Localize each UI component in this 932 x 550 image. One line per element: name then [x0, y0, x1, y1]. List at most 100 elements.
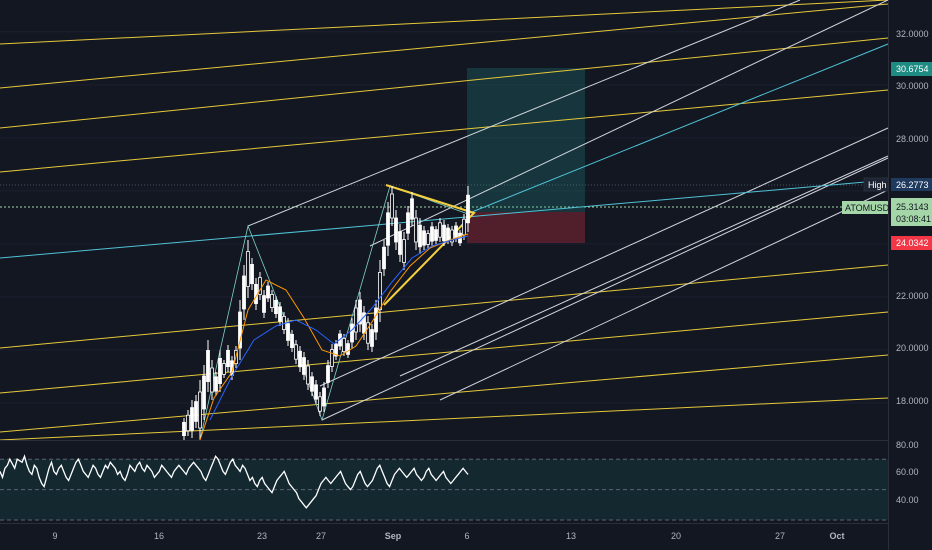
candle-body — [238, 311, 242, 349]
candle-body — [210, 367, 214, 393]
channel-line — [399, 155, 889, 377]
fan-line — [0, 37, 889, 129]
candle-body — [314, 384, 318, 400]
channel-line — [369, 0, 889, 247]
channel-line — [247, 0, 801, 227]
candle-body — [194, 401, 198, 422]
candle-body — [278, 306, 282, 322]
candle-body — [222, 363, 226, 375]
candle-body — [358, 299, 362, 325]
candle-body — [246, 251, 250, 287]
time-tick: 27 — [316, 531, 326, 541]
candle-body — [202, 375, 206, 410]
rsi-tick: 60.00 — [896, 467, 919, 477]
long-position-target-zone — [467, 68, 585, 212]
time-tick: Oct — [829, 531, 844, 541]
channel-line — [439, 189, 889, 401]
fan-line — [0, 3, 889, 89]
candle-body — [182, 421, 186, 436]
candle-body — [374, 307, 378, 333]
candle-body — [198, 391, 202, 429]
time-tick: 9 — [52, 531, 57, 541]
svg-text:High: High — [868, 180, 887, 190]
time-tick: 20 — [671, 531, 681, 541]
moving-average-orange — [199, 233, 469, 441]
candle-body — [378, 271, 382, 310]
fan-line — [0, 397, 889, 441]
last-price-tag: ATOMUSDT 25.3143 03:08:41 — [842, 198, 932, 226]
rsi-line — [0, 454, 469, 509]
candle-body — [442, 224, 446, 242]
fan-line — [0, 264, 889, 349]
price-tick: 32.0000 — [896, 29, 929, 39]
price-tick: 30.0000 — [896, 81, 929, 91]
candle-body — [286, 323, 290, 341]
rsi-pane[interactable] — [0, 441, 888, 523]
candle-body — [186, 414, 190, 432]
candle-body — [382, 246, 386, 270]
high-price-tag: High 26.2773 — [863, 177, 932, 192]
candle-body — [242, 275, 246, 310]
time-tick: 16 — [154, 531, 164, 541]
time-tick: 23 — [257, 531, 267, 541]
candle-body — [398, 231, 402, 255]
time-tick: Sep — [385, 531, 402, 541]
candle-body — [326, 365, 330, 383]
fan-line — [0, 311, 889, 394]
candle-body — [426, 233, 430, 245]
candle-body — [310, 376, 314, 392]
candle-body — [306, 365, 310, 385]
price-axis[interactable]: 32.0000 30.0000 28.0000 22.0000 20.0000 … — [896, 29, 929, 406]
grid-layer — [0, 31, 888, 404]
candle-body — [274, 299, 278, 314]
candle-body — [454, 225, 458, 239]
fan-line — [0, 354, 889, 433]
candle-body — [394, 217, 398, 243]
candle-body — [386, 212, 390, 246]
rsi-axis[interactable]: 80.00 60.00 40.00 — [896, 440, 919, 505]
bar-countdown: 03:08:41 — [896, 214, 931, 224]
candle-body — [354, 307, 358, 333]
svg-text:24.0342: 24.0342 — [896, 238, 929, 248]
candle-body — [418, 224, 422, 248]
candle-body — [190, 407, 194, 431]
time-tick: 27 — [775, 531, 785, 541]
candle-body — [270, 293, 274, 308]
candle-body — [406, 212, 410, 234]
stop-price-tag: 24.0342 — [891, 236, 932, 250]
candle-body — [218, 357, 222, 384]
candle-body — [250, 263, 254, 284]
candle-body — [330, 349, 334, 367]
candle-body — [422, 230, 426, 246]
candle-body — [370, 329, 374, 347]
candle-body — [206, 349, 210, 382]
candle-body — [390, 193, 394, 219]
candle-body — [334, 343, 338, 357]
candle-body — [294, 344, 298, 360]
candle-body — [438, 222, 442, 238]
candle-body — [434, 229, 438, 241]
time-axis[interactable]: 9 16 23 27 Sep 6 13 20 27 Oct — [52, 531, 844, 541]
candle-body — [266, 285, 270, 299]
candle-body — [350, 323, 354, 343]
price-tick: 22.0000 — [896, 291, 929, 301]
candle-body — [342, 337, 346, 352]
fan-line — [0, 0, 889, 45]
rsi-layer — [0, 454, 888, 521]
candles-layer — [182, 186, 470, 441]
trend-line — [466, 43, 889, 215]
candle-body — [450, 229, 454, 243]
candle-body — [402, 239, 406, 263]
moving-average-blue — [209, 235, 469, 421]
svg-text:30.6754: 30.6754 — [896, 64, 929, 74]
svg-text:25.3143: 25.3143 — [896, 202, 929, 212]
candle-body — [414, 217, 418, 243]
time-tick: 13 — [566, 531, 576, 541]
target-price-tag: 30.6754 — [891, 62, 932, 76]
candle-body — [258, 277, 262, 295]
long-position-stop-zone — [467, 212, 585, 243]
candle-body — [298, 350, 302, 368]
candle-body — [446, 227, 450, 241]
rsi-tick: 80.00 — [896, 440, 919, 450]
